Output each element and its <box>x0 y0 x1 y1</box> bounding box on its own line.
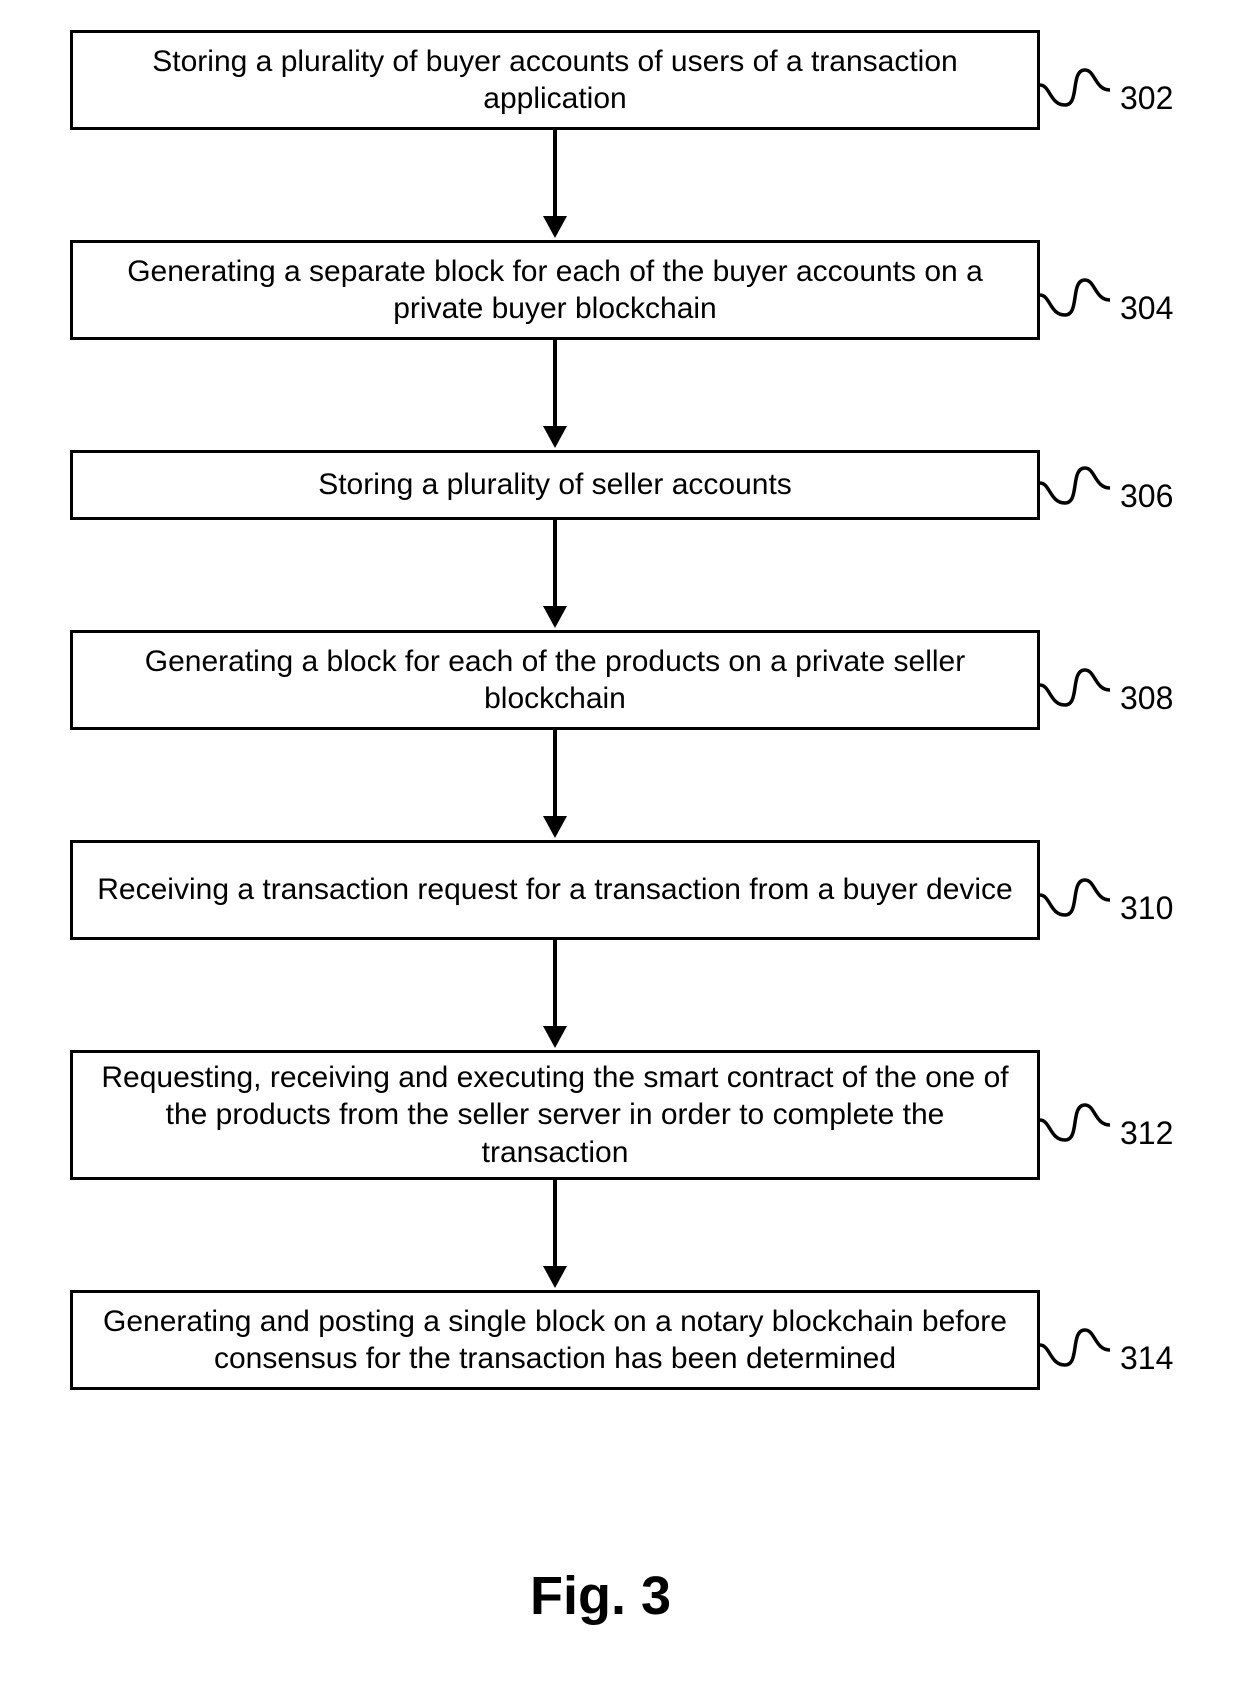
connector-squiggle <box>1040 458 1110 508</box>
flow-node-302: Storing a plurality of buyer accounts of… <box>70 30 1040 130</box>
node-text: Generating and posting a single block on… <box>93 1303 1017 1378</box>
node-text: Requesting, receiving and executing the … <box>93 1059 1017 1172</box>
arrow-line <box>553 730 557 818</box>
arrow-head <box>543 1266 567 1288</box>
ref-label-302: 302 <box>1120 80 1173 117</box>
flow-node-312: Requesting, receiving and executing the … <box>70 1050 1040 1180</box>
flow-node-306: Storing a plurality of seller accounts <box>70 450 1040 520</box>
arrow-line <box>553 130 557 218</box>
ref-label-312: 312 <box>1120 1115 1173 1152</box>
arrow-head <box>543 216 567 238</box>
connector-squiggle <box>1040 60 1110 110</box>
figure-title: Fig. 3 <box>530 1565 671 1627</box>
node-text: Receiving a transaction request for a tr… <box>97 871 1012 909</box>
node-text: Storing a plurality of buyer accounts of… <box>93 43 1017 118</box>
ref-label-310: 310 <box>1120 890 1173 927</box>
arrow-head <box>543 426 567 448</box>
connector-squiggle <box>1040 270 1110 320</box>
arrow-line <box>553 520 557 608</box>
arrow-head <box>543 606 567 628</box>
connector-squiggle <box>1040 660 1110 710</box>
flow-node-310: Receiving a transaction request for a tr… <box>70 840 1040 940</box>
flow-node-314: Generating and posting a single block on… <box>70 1290 1040 1390</box>
flowchart-canvas: Storing a plurality of buyer accounts of… <box>0 0 1240 1707</box>
ref-label-308: 308 <box>1120 680 1173 717</box>
connector-squiggle <box>1040 1320 1110 1370</box>
connector-squiggle <box>1040 1095 1110 1145</box>
node-text: Storing a plurality of seller accounts <box>318 466 792 504</box>
connector-squiggle <box>1040 870 1110 920</box>
ref-label-314: 314 <box>1120 1340 1173 1377</box>
node-text: Generating a block for each of the produ… <box>93 643 1017 718</box>
ref-label-304: 304 <box>1120 290 1173 327</box>
arrow-head <box>543 816 567 838</box>
arrow-line <box>553 340 557 428</box>
flow-node-308: Generating a block for each of the produ… <box>70 630 1040 730</box>
arrow-line <box>553 940 557 1028</box>
node-text: Generating a separate block for each of … <box>93 253 1017 328</box>
flow-node-304: Generating a separate block for each of … <box>70 240 1040 340</box>
ref-label-306: 306 <box>1120 478 1173 515</box>
arrow-head <box>543 1026 567 1048</box>
arrow-line <box>553 1180 557 1268</box>
